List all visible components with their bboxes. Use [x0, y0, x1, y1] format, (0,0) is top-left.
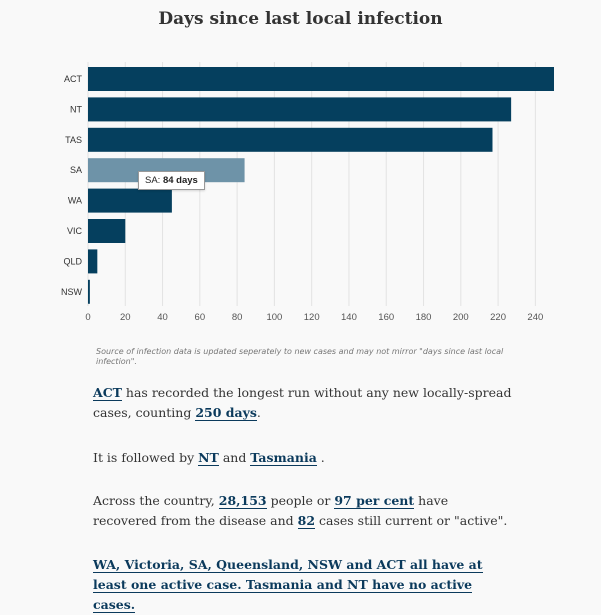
x-tick-label: 160	[378, 312, 394, 323]
story-text: .	[256, 405, 261, 420]
category-labels: ACT NT TAS SA WA VIC QLD NSW	[61, 74, 83, 297]
story-paragraph-recovered: Across the country, 28,153 people or 97 …	[93, 491, 513, 531]
x-axis-tick-labels: 0 20 40 60 80 100 120 140 160 180 200 220 240	[85, 312, 543, 323]
story-text: people or	[266, 493, 335, 508]
x-tick-label: 140	[341, 312, 357, 323]
category-label: ACT	[64, 74, 83, 84]
bar-act[interactable]	[88, 67, 554, 91]
link-recovered-percent[interactable]: 97 per cent	[334, 493, 415, 509]
bar-tas[interactable]	[88, 127, 493, 152]
category-label: NT	[70, 104, 82, 114]
x-tick-label: 0	[85, 312, 90, 323]
category-label: QLD	[63, 256, 82, 266]
bar-nsw[interactable]	[88, 279, 90, 304]
x-tick-label: 180	[416, 312, 432, 323]
tooltip-value: 84 days	[162, 175, 198, 186]
story-text: has recorded the longest run without any…	[93, 385, 512, 420]
x-tick-label: 120	[304, 312, 320, 323]
category-label: NSW	[61, 287, 83, 297]
category-label: SA	[70, 165, 82, 175]
story-text: Across the country,	[93, 493, 219, 508]
link-act[interactable]: ACT	[93, 385, 122, 401]
link-250-days[interactable]: 250 days	[195, 405, 257, 421]
story-text: It is followed by	[93, 450, 199, 465]
link-recovered-count[interactable]: 28,153	[218, 493, 267, 509]
bar-vic[interactable]	[88, 219, 126, 243]
bar-chart: ACT NT TAS SA WA VIC QLD NSW 0 20 40 60 80 100 120 140…	[61, 62, 554, 323]
story-text: .	[316, 450, 325, 465]
story-text: cases still current or "active".	[315, 513, 508, 528]
x-tick-label: 100	[266, 312, 282, 323]
story-paragraph-longest-run: ACT has recorded the longest run without…	[93, 383, 513, 423]
category-label: TAS	[65, 135, 82, 145]
link-active-cases-summary[interactable]: WA, Victoria, SA, Queensland, NSW and AC…	[93, 557, 483, 613]
source-note: Source of infection data is updated sepe…	[96, 347, 504, 366]
x-tick-label: 20	[120, 312, 131, 323]
link-tasmania[interactable]: Tasmania	[250, 450, 317, 466]
category-label: VIC	[67, 226, 83, 236]
story-paragraph-active-cases: WA, Victoria, SA, Queensland, NSW and AC…	[93, 555, 513, 615]
x-tick-label: 220	[490, 312, 506, 323]
x-tick-label: 60	[195, 312, 206, 323]
link-active-cases[interactable]: 82	[297, 513, 316, 529]
x-tick-label: 40	[157, 312, 168, 323]
tooltip-label: SA:	[145, 175, 161, 186]
bar-wa[interactable]	[88, 188, 172, 213]
bars	[88, 67, 554, 304]
bar-qld[interactable]	[88, 249, 98, 274]
story-text: and	[218, 450, 251, 465]
link-nt[interactable]: NT	[198, 450, 219, 466]
chart-title: Days since last local infection	[158, 9, 443, 29]
story-paragraph-followed-by: It is followed by NT and Tasmania .	[93, 448, 513, 468]
category-label: WA	[68, 196, 82, 206]
story-text: have recovered from the disease and	[93, 493, 449, 528]
bar-tooltip: SA: 84 days	[138, 171, 205, 190]
bar-nt[interactable]	[88, 97, 512, 122]
x-tick-label: 80	[232, 312, 243, 323]
x-tick-label: 200	[453, 312, 469, 323]
x-tick-label: 240	[527, 312, 543, 323]
